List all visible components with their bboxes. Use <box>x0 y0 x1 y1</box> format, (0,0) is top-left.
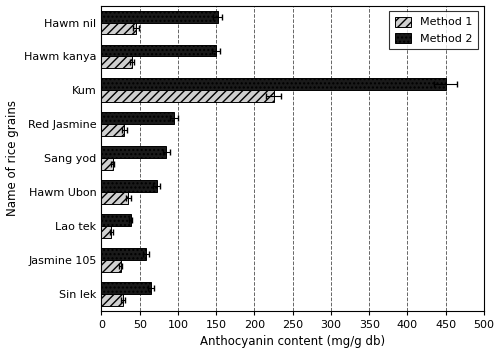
Bar <box>102 146 166 158</box>
Bar <box>102 248 146 260</box>
Bar <box>102 79 446 90</box>
Bar <box>102 113 174 124</box>
Bar <box>102 226 112 238</box>
Bar <box>102 124 124 136</box>
Bar <box>102 180 156 192</box>
Bar <box>102 56 132 68</box>
Bar <box>102 282 151 294</box>
Bar <box>102 260 120 272</box>
Y-axis label: Name of rice grains: Name of rice grains <box>6 100 18 216</box>
Bar <box>102 158 113 170</box>
X-axis label: Anthocyanin content (mg/g db): Anthocyanin content (mg/g db) <box>200 336 386 348</box>
Bar <box>102 294 123 306</box>
Bar <box>102 45 216 56</box>
Legend: Method 1, Method 2: Method 1, Method 2 <box>389 11 478 49</box>
Bar <box>102 11 218 23</box>
Bar <box>102 192 128 204</box>
Bar <box>102 214 130 226</box>
Bar <box>102 90 274 102</box>
Bar <box>102 23 136 34</box>
